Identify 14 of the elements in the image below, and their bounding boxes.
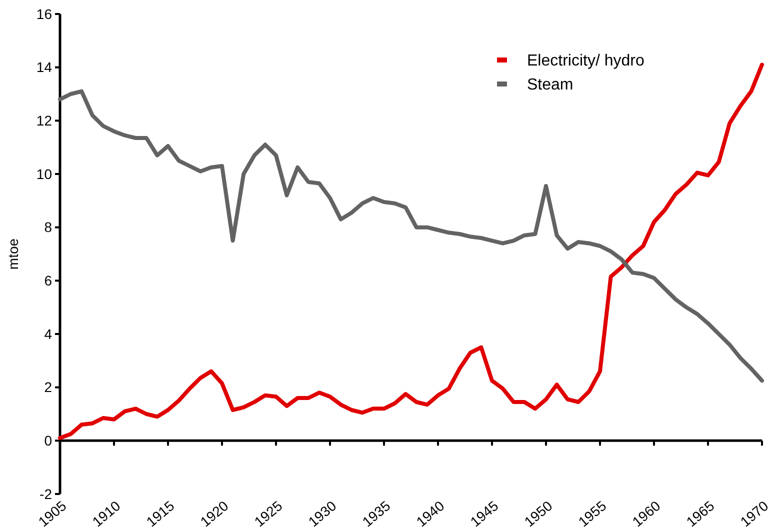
y-tick-label: 14 xyxy=(36,59,52,76)
y-tick-label: 8 xyxy=(44,219,52,236)
y-tick-label: 2 xyxy=(44,379,52,396)
line-series xyxy=(58,89,764,383)
y-tick-label: -2 xyxy=(40,486,52,502)
y-tick-label: 4 xyxy=(44,326,52,342)
y-axis-title: mtoe xyxy=(5,238,21,270)
y-tick-label: 10 xyxy=(36,166,52,182)
y-tick-label: 0 xyxy=(44,432,52,449)
legend-label: Electricity/ hydro xyxy=(527,52,644,70)
legend-label: Steam xyxy=(527,76,574,94)
y-tick-label: 16 xyxy=(36,6,52,22)
y-tick-label: 12 xyxy=(36,112,52,129)
y-tick-label: 6 xyxy=(44,272,52,289)
